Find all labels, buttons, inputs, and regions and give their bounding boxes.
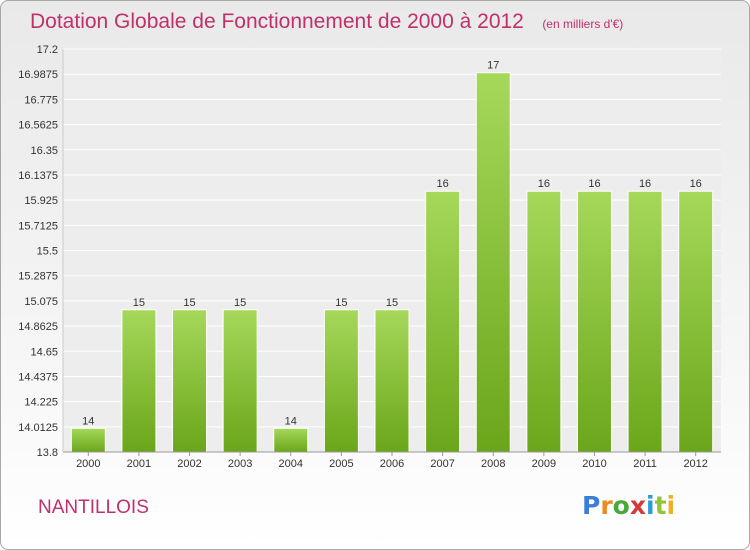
y-tick-label: 15.2875 [18, 271, 58, 283]
y-tick-label: 14.65 [30, 346, 58, 358]
y-tick-label: 16.1375 [18, 170, 58, 182]
y-tick-label: 16.5625 [18, 120, 58, 132]
bar [678, 190, 714, 453]
y-tick-label: 14.8625 [18, 321, 58, 333]
bar [425, 190, 461, 453]
x-tick-label: 2007 [430, 458, 454, 470]
logo-letter: i [666, 491, 676, 520]
bar [70, 427, 106, 453]
bar [273, 427, 309, 453]
y-tick-label: 17.2 [37, 44, 58, 56]
y-tick-label: 16.35 [30, 145, 58, 157]
y-tick-label: 16.775 [24, 94, 58, 106]
bar-value-label: 14 [82, 415, 94, 427]
bar [627, 190, 663, 453]
bar [121, 309, 157, 453]
x-tick-label: 2005 [329, 458, 353, 470]
logo-letter: r [600, 491, 613, 520]
logo-letter: t [654, 491, 667, 520]
commune-name: NANTILLOIS [38, 497, 149, 518]
chart-title: Dotation Globale de Fonctionnement de 20… [30, 10, 524, 33]
y-tick-label: 15.925 [24, 195, 58, 207]
x-tick-label: 2001 [127, 458, 151, 470]
x-tick-label: 2003 [228, 458, 252, 470]
bar [526, 190, 562, 453]
bar [172, 309, 208, 453]
bar-value-label: 15 [234, 297, 246, 309]
bar-value-label: 14 [285, 415, 297, 427]
x-tick-label: 2006 [380, 458, 404, 470]
y-tick-label: 14.225 [24, 397, 58, 409]
y-tick-label: 15.7125 [18, 220, 58, 232]
bar-value-label: 16 [690, 178, 702, 190]
bar [576, 190, 612, 453]
bar-value-label: 16 [436, 178, 448, 190]
x-tick-label: 2000 [76, 458, 100, 470]
y-tick-label: 16.9875 [18, 69, 58, 81]
y-tick-label: 15.075 [24, 296, 58, 308]
x-tick-label: 2009 [532, 458, 556, 470]
proxiti-logo[interactable]: Proxiti [582, 491, 675, 520]
bar-value-label: 15 [183, 297, 195, 309]
bar [475, 72, 511, 453]
bar-value-label: 16 [588, 178, 600, 190]
x-tick-label: 2010 [582, 458, 606, 470]
bar-value-label: 15 [133, 297, 145, 309]
logo-letter: o [612, 491, 630, 520]
bar-value-label: 16 [538, 178, 550, 190]
x-tick-label: 2008 [481, 458, 505, 470]
y-tick-label: 15.5 [37, 246, 58, 258]
y-tick-label: 13.8 [37, 447, 58, 459]
y-tick-label: 14.0125 [18, 422, 58, 434]
bar [374, 309, 410, 453]
logo-letter: i [646, 491, 655, 520]
title-row: Dotation Globale de Fonctionnement de 20… [30, 10, 623, 34]
bar-value-label: 17 [487, 60, 499, 72]
x-tick-label: 2004 [279, 458, 303, 470]
logo-letter: P [582, 491, 601, 520]
chart-unit-note: (en milliers d'€) [542, 17, 624, 31]
bar-value-label: 16 [639, 178, 651, 190]
bar [222, 309, 258, 453]
bar [323, 309, 359, 453]
bar-value-label: 15 [386, 297, 398, 309]
y-tick-label: 14.4375 [18, 371, 58, 383]
bar-value-label: 15 [335, 297, 347, 309]
x-tick-label: 2012 [683, 458, 707, 470]
x-tick-label: 2011 [633, 458, 657, 470]
x-tick-label: 2002 [177, 458, 201, 470]
logo-letter: x [629, 491, 646, 520]
